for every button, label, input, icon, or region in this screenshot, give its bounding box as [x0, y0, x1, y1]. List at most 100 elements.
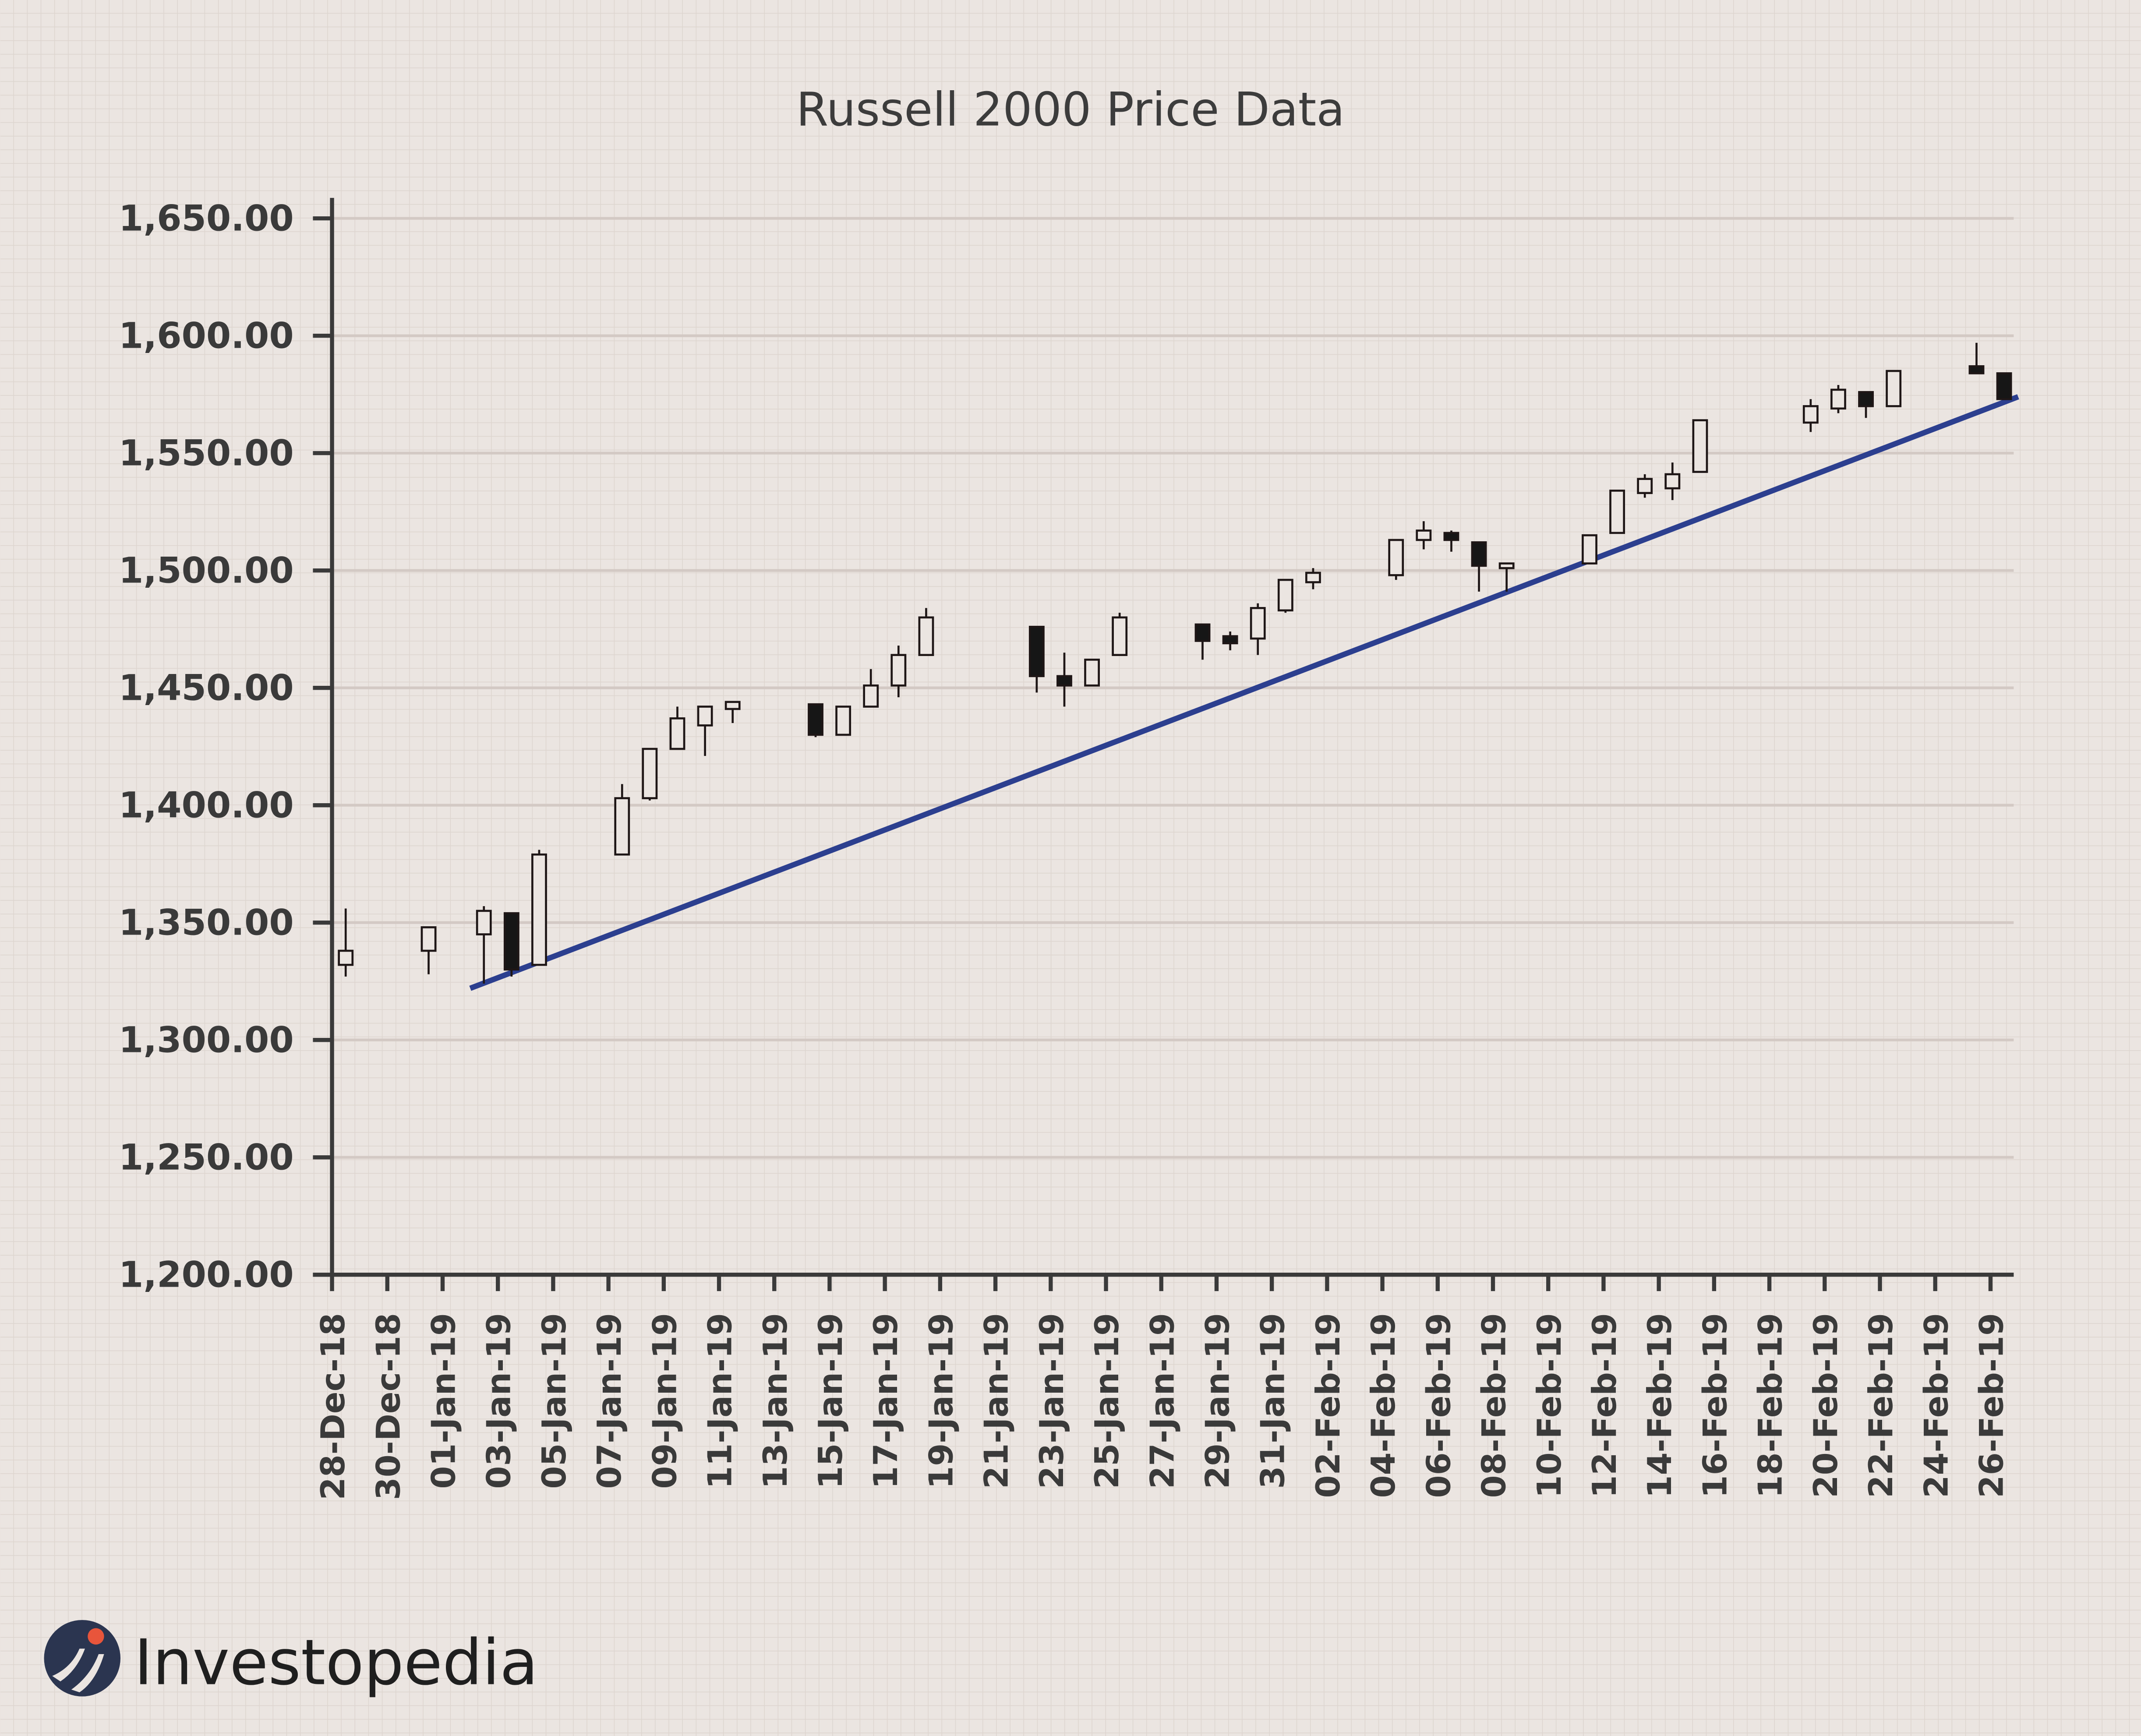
candle-body	[1416, 529, 1432, 541]
candle-body	[338, 949, 354, 966]
candle-body	[1692, 419, 1708, 473]
candle	[835, 706, 851, 736]
candle-body	[1858, 391, 1874, 407]
candle-body	[1222, 635, 1238, 645]
candle	[918, 608, 934, 656]
candle	[1664, 462, 1681, 500]
candle-body	[1194, 623, 1211, 642]
candle-body	[1056, 675, 1072, 687]
candle	[1968, 342, 1985, 374]
x-tick-label: 09-Jan-19	[646, 1313, 684, 1489]
x-tick-label: 06-Feb-19	[1420, 1313, 1458, 1498]
candle-body	[1664, 473, 1681, 490]
candle-body	[1582, 534, 1597, 565]
x-tick-label: 31-Jan-19	[1254, 1313, 1292, 1489]
candle-body	[1637, 478, 1653, 494]
x-tick-label: 03-Jan-19	[480, 1313, 518, 1489]
candle	[1194, 623, 1211, 660]
x-tick-label: 24-Feb-19	[1917, 1313, 1955, 1498]
candle	[531, 850, 547, 966]
x-tick-label: 25-Jan-19	[1088, 1313, 1126, 1489]
candle	[614, 784, 630, 856]
candle	[1277, 579, 1293, 613]
candle	[890, 646, 907, 698]
candle	[1802, 399, 1819, 432]
investopedia-logo: Investopedia	[44, 1620, 538, 1699]
candle	[1388, 539, 1404, 580]
x-tick-labels: 28-Dec-18 30-Dec-18 01-Jan-19 03-Jan-19 05-J…	[314, 1313, 2010, 1500]
x-tick-label: 11-Jan-19	[701, 1313, 739, 1489]
candle	[420, 926, 437, 974]
y-tick-label: 1,250.00	[119, 1137, 294, 1179]
candle-body	[835, 706, 851, 736]
candle	[1498, 562, 1515, 592]
candle	[1996, 372, 2012, 400]
x-tick-label: 26-Feb-19	[1972, 1313, 2010, 1498]
candle-body	[1996, 372, 2012, 400]
candle	[808, 703, 823, 737]
candle	[1692, 419, 1708, 473]
x-tick-label: 01-Jan-19	[425, 1313, 463, 1489]
candle-body	[1250, 607, 1266, 640]
candle	[724, 701, 741, 723]
candle	[476, 906, 492, 984]
candle-body	[724, 701, 741, 710]
y-tick-label: 1,600.00	[119, 316, 294, 357]
y-tick-label: 1,500.00	[119, 550, 294, 592]
candle-body	[1498, 562, 1515, 569]
y-tick-labels: 1,200.00 1,250.00 1,300.00 1,350.00 1,400.00…	[119, 198, 294, 1296]
candle-body	[476, 910, 492, 935]
y-tick-label: 1,650.00	[119, 198, 294, 240]
x-tick-label: 28-Dec-18	[314, 1313, 352, 1500]
candle	[1028, 625, 1045, 693]
candle	[1112, 613, 1128, 656]
candle	[1056, 653, 1072, 707]
trendline-group	[469, 394, 2019, 991]
candle	[503, 912, 519, 977]
x-tick-label: 04-Feb-19	[1364, 1313, 1403, 1498]
candle-body	[1388, 539, 1404, 576]
x-tick-label: 02-Feb-19	[1309, 1313, 1347, 1498]
y-tick-label: 1,350.00	[119, 903, 294, 944]
candle-body	[808, 703, 823, 736]
candle	[1443, 530, 1459, 552]
candle	[1250, 603, 1266, 655]
candle-body	[1830, 388, 1846, 410]
candle-body	[1084, 658, 1100, 687]
axes	[313, 198, 2014, 1291]
x-tick-label: 08-Feb-19	[1475, 1313, 1513, 1498]
chart-title: Russell 2000 Price Data	[796, 83, 1345, 137]
x-tick-label: 05-Jan-19	[535, 1313, 573, 1489]
candle	[669, 706, 685, 750]
x-tick-label: 27-Jan-19	[1143, 1313, 1181, 1489]
x-tick-label: 19-Jan-19	[922, 1313, 960, 1489]
candle-body	[614, 797, 630, 856]
y-tick-label: 1,550.00	[119, 433, 294, 474]
candle	[1830, 385, 1846, 413]
x-tick-label: 29-Jan-19	[1198, 1313, 1237, 1489]
candle-body	[1305, 572, 1321, 583]
candle-body	[1609, 490, 1625, 534]
candle-body	[1443, 532, 1459, 541]
candle-body	[420, 926, 437, 952]
y-tick-label: 1,400.00	[119, 785, 294, 826]
x-tick-label: 18-Feb-19	[1752, 1313, 1790, 1498]
candle-body	[1277, 579, 1293, 612]
candle-body	[531, 853, 547, 966]
x-tick-label: 20-Feb-19	[1807, 1313, 1845, 1498]
candle-body	[642, 748, 658, 799]
x-tick-label: 10-Feb-19	[1530, 1313, 1569, 1498]
candle	[1084, 658, 1100, 687]
candle-body	[1802, 405, 1819, 424]
candle	[1637, 474, 1653, 498]
candle	[1416, 521, 1432, 550]
candle	[1858, 391, 1874, 418]
investopedia-logo-icon	[44, 1620, 121, 1697]
x-tick-label: 17-Jan-19	[867, 1313, 905, 1489]
x-tick-label: 12-Feb-19	[1586, 1313, 1624, 1498]
x-tick-label: 15-Jan-19	[812, 1313, 850, 1489]
candle	[1305, 568, 1321, 589]
